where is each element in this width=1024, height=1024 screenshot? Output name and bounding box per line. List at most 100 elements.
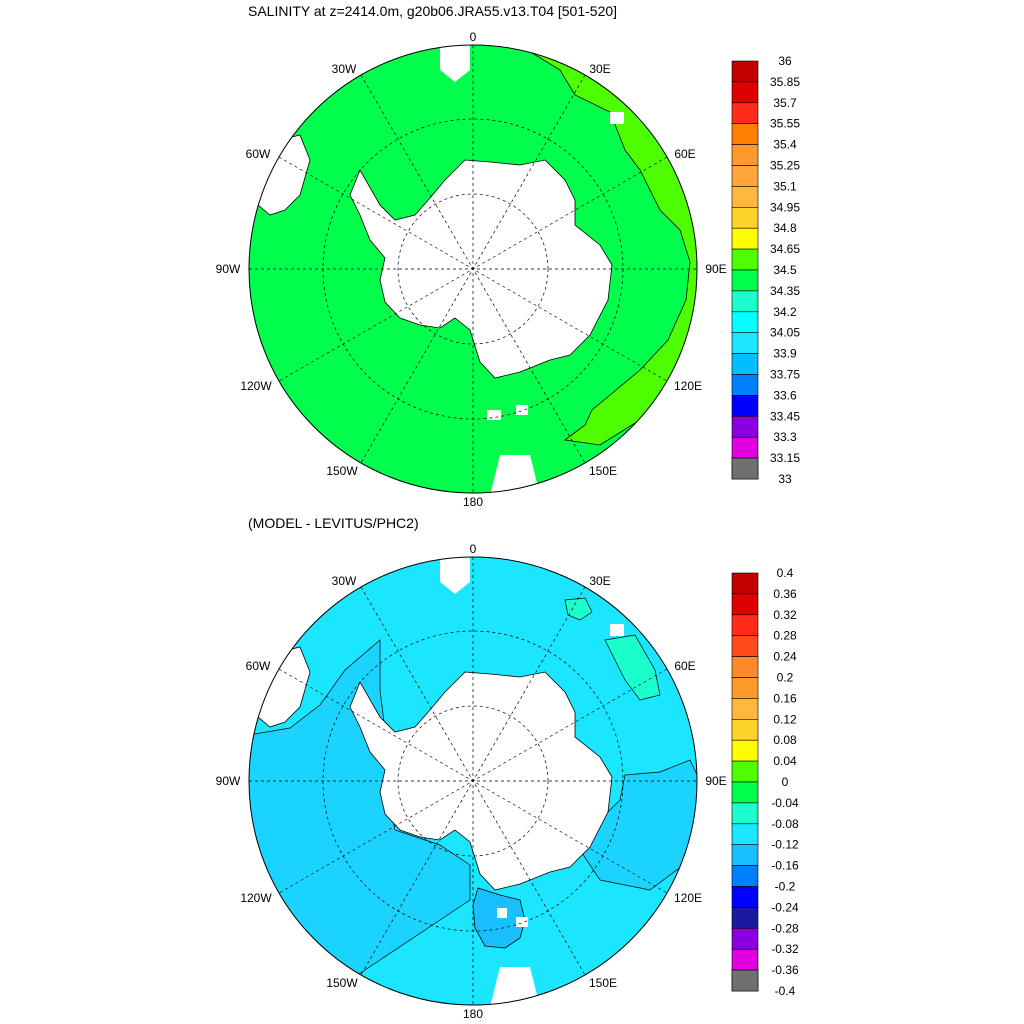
lon-label-30w: 30W xyxy=(332,574,357,588)
colorbar-label: 33.15 xyxy=(770,451,800,465)
lon-label-90w: 90W xyxy=(216,262,241,276)
colorbar-label: 0 xyxy=(782,775,789,789)
lon-label-120e: 120E xyxy=(674,379,702,393)
lon-label-150e: 150E xyxy=(589,464,617,478)
top-africa xyxy=(440,45,470,82)
lon-label-60w: 60W xyxy=(246,659,271,673)
colorbar-box xyxy=(731,718,759,741)
colorbar-label: 33.6 xyxy=(773,388,797,402)
lon-label-150e: 150E xyxy=(589,976,617,990)
lon-label-90e: 90E xyxy=(705,262,726,276)
colorbar-label: 34.8 xyxy=(773,221,797,235)
top-land-patch xyxy=(487,410,501,420)
colorbar-box xyxy=(731,865,759,887)
colorbar-box xyxy=(731,969,759,992)
colorbar-box xyxy=(731,395,759,417)
colorbar-box xyxy=(731,572,759,595)
top-land-patch xyxy=(516,405,528,415)
colorbar-box xyxy=(731,823,759,845)
colorbar-label: 0.4 xyxy=(777,566,794,580)
colorbar-box xyxy=(731,886,759,908)
colorbar-label: 34.2 xyxy=(773,305,797,319)
bottom-map-border xyxy=(248,556,698,1006)
colorbar-label: 0.2 xyxy=(777,671,794,685)
colorbar-box xyxy=(731,227,759,250)
colorbar-label: 34.65 xyxy=(770,242,800,256)
colorbar-box xyxy=(731,844,759,866)
bottom-graticule xyxy=(249,557,697,1005)
top-antarctica xyxy=(349,159,613,379)
lon-label-90e: 90E xyxy=(705,774,726,788)
colorbar-box xyxy=(731,415,759,438)
colorbar-label: 35.4 xyxy=(773,138,797,152)
lon-label-90w: 90W xyxy=(216,774,241,788)
colorbar-box xyxy=(731,311,759,333)
colorbar-label: 33.9 xyxy=(773,347,797,361)
colorbar-box xyxy=(731,656,759,678)
bottom-colorbar: 0.4 0.36 0.32 0.28 0.24 0.2 0.16 0.12 0.08 0.04 0 -… xyxy=(731,566,799,998)
colorbar-box xyxy=(731,60,759,83)
colorbar-label: -0.32 xyxy=(771,942,799,956)
colorbar-label: 0.08 xyxy=(773,733,797,747)
colorbar-box xyxy=(731,739,759,762)
colorbar-box xyxy=(731,207,759,229)
colorbar-label: 34.35 xyxy=(770,284,800,298)
colorbar-label: 33.45 xyxy=(770,409,800,423)
bottom-land-patch xyxy=(610,624,624,636)
colorbar-label: -0.12 xyxy=(771,838,799,852)
colorbar-label: -0.16 xyxy=(771,859,799,873)
colorbar-box xyxy=(731,81,759,104)
lon-label-150w: 150W xyxy=(326,976,358,990)
colorbar-box xyxy=(731,677,759,699)
lon-label-180: 180 xyxy=(463,495,483,509)
colorbar-label: 0.24 xyxy=(773,650,797,664)
top-lon-labels: 0 30E 60E 90E 120E 150E 180 150W 120W 90… xyxy=(216,30,727,509)
bottom-australia xyxy=(490,967,540,1005)
colorbar-label: 0.36 xyxy=(773,587,797,601)
colorbar-label: 35.25 xyxy=(770,159,800,173)
lon-label-0: 0 xyxy=(470,30,477,44)
colorbar-box xyxy=(731,374,759,396)
colorbar-box xyxy=(731,760,759,783)
colorbar-box xyxy=(731,948,759,971)
colorbar-label: 33 xyxy=(778,472,792,486)
lon-label-120w: 120W xyxy=(240,379,272,393)
lon-label-30w: 30W xyxy=(332,62,357,76)
lon-label-180: 180 xyxy=(463,1007,483,1021)
lon-label-120w: 120W xyxy=(240,891,272,905)
colorbar-box xyxy=(731,144,759,166)
bottom-lon-labels: 0 30E 60E 90E 120E 150E 180 150W 120W 90… xyxy=(216,542,727,1021)
colorbar-box xyxy=(731,353,759,375)
colorbar-label: 35.7 xyxy=(773,96,797,110)
lon-label-30e: 30E xyxy=(589,62,610,76)
colorbar-box xyxy=(731,165,759,187)
colorbar-box xyxy=(731,436,759,459)
lon-label-150w: 150W xyxy=(326,464,358,478)
colorbar-label: -0.08 xyxy=(771,817,799,831)
lon-label-30e: 30E xyxy=(589,574,610,588)
top-colorbar: 36 35.85 35.7 35.55 35.4 35.25 35.1 34.95 34.8 34… xyxy=(731,54,800,486)
colorbar-label: 0.04 xyxy=(773,754,797,768)
colorbar-box xyxy=(731,457,759,480)
top-graticule xyxy=(249,45,697,493)
bottom-map-title: (MODEL - LEVITUS/PHC2) xyxy=(248,515,419,531)
top-land-patch xyxy=(610,112,624,124)
colorbar-label: 0.28 xyxy=(773,629,797,643)
colorbar-label: 0.12 xyxy=(773,712,797,726)
bottom-map: 0 30E 60E 90E 120E 150E 180 150W 120W 90… xyxy=(216,542,727,1021)
colorbar-box xyxy=(731,290,759,313)
bottom-antarctica xyxy=(349,671,613,891)
colorbar-box xyxy=(731,248,759,271)
top-map-border xyxy=(248,44,698,494)
colorbar-label: 34.5 xyxy=(773,263,797,277)
colorbar-box xyxy=(731,332,759,354)
bottom-africa xyxy=(440,557,470,594)
colorbar-label: 34.95 xyxy=(770,200,800,214)
lon-label-60e: 60E xyxy=(674,147,695,161)
colorbar-box xyxy=(731,698,759,720)
colorbar-box xyxy=(731,907,759,929)
colorbar-label: 33.3 xyxy=(773,430,797,444)
top-map-title: SALINITY at z=2414.0m, g20b06.JRA55.v13.… xyxy=(248,3,618,19)
colorbar-box xyxy=(731,614,759,636)
